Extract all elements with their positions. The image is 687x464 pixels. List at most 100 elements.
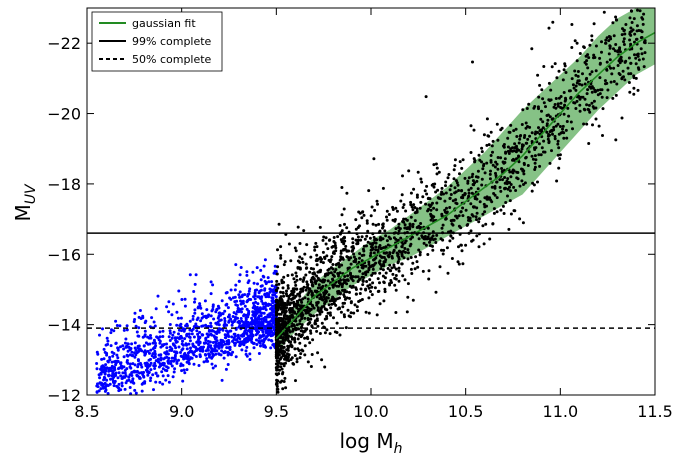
black-data-point bbox=[522, 169, 526, 173]
blue-data-point bbox=[255, 343, 259, 346]
black-data-point bbox=[323, 331, 327, 335]
blue-data-point bbox=[154, 307, 158, 311]
blue-data-point bbox=[112, 352, 116, 355]
black-data-point bbox=[361, 247, 365, 251]
black-data-point bbox=[432, 238, 435, 242]
black-data-point bbox=[515, 170, 519, 174]
blue-data-point bbox=[267, 338, 271, 342]
black-data-point bbox=[503, 157, 507, 161]
black-data-point bbox=[276, 286, 280, 290]
blue-data-point bbox=[122, 365, 126, 369]
black-data-point bbox=[561, 127, 564, 131]
black-data-point bbox=[600, 50, 603, 54]
black-data-point bbox=[507, 130, 511, 134]
black-data-point bbox=[295, 299, 299, 303]
black-data-point bbox=[400, 253, 404, 256]
black-data-point bbox=[642, 12, 646, 16]
black-data-point bbox=[299, 329, 303, 333]
blue-data-point bbox=[220, 378, 224, 382]
black-data-point bbox=[333, 244, 337, 247]
black-data-point bbox=[333, 270, 337, 274]
black-data-point bbox=[367, 296, 371, 300]
black-data-point bbox=[592, 22, 596, 26]
blue-data-point bbox=[227, 319, 231, 323]
blue-data-point bbox=[193, 350, 197, 354]
blue-data-point bbox=[173, 353, 177, 357]
black-data-point bbox=[630, 21, 634, 24]
black-data-point bbox=[490, 144, 494, 148]
black-data-point bbox=[616, 64, 620, 67]
black-data-point bbox=[397, 279, 401, 283]
black-data-point bbox=[376, 202, 379, 206]
black-data-point bbox=[399, 199, 403, 203]
black-data-point bbox=[331, 273, 335, 277]
black-data-point bbox=[321, 250, 325, 254]
blue-data-point bbox=[166, 359, 170, 363]
black-data-point bbox=[283, 356, 287, 360]
black-data-point bbox=[513, 209, 517, 213]
blue-data-point bbox=[244, 340, 248, 344]
black-data-point bbox=[643, 39, 647, 43]
black-data-point bbox=[298, 322, 302, 326]
black-data-point bbox=[342, 242, 346, 246]
black-data-point bbox=[461, 206, 465, 210]
blue-data-point bbox=[154, 371, 158, 375]
black-data-point bbox=[390, 266, 394, 270]
black-data-point bbox=[351, 279, 355, 283]
blue-data-point bbox=[238, 295, 242, 299]
black-data-point bbox=[598, 56, 602, 60]
blue-data-point bbox=[223, 342, 227, 346]
black-data-point bbox=[491, 150, 494, 154]
black-data-point bbox=[467, 218, 470, 222]
black-data-point bbox=[460, 166, 464, 170]
blue-data-point bbox=[101, 384, 105, 388]
blue-data-point bbox=[111, 354, 115, 358]
black-data-point bbox=[407, 169, 411, 173]
black-data-point bbox=[629, 42, 633, 46]
blue-data-point bbox=[116, 386, 120, 389]
blue-data-point bbox=[158, 339, 162, 343]
blue-data-point bbox=[114, 371, 118, 375]
blue-data-point bbox=[192, 345, 196, 349]
black-data-point bbox=[464, 243, 468, 247]
black-data-point bbox=[467, 194, 471, 198]
black-data-point bbox=[306, 293, 310, 297]
blue-data-point bbox=[271, 301, 275, 305]
black-data-point bbox=[590, 38, 594, 42]
black-data-point bbox=[360, 275, 364, 279]
blue-data-point bbox=[272, 314, 276, 318]
blue-data-point bbox=[111, 377, 115, 381]
y-tick-label: −14 bbox=[47, 316, 81, 335]
black-data-point bbox=[346, 308, 350, 312]
blue-data-point bbox=[265, 331, 269, 335]
black-data-point bbox=[605, 96, 609, 100]
blue-data-point bbox=[166, 374, 170, 378]
blue-data-point bbox=[267, 280, 271, 284]
blue-data-point bbox=[274, 269, 278, 273]
blue-data-point bbox=[153, 324, 157, 328]
blue-data-point bbox=[259, 268, 263, 272]
black-data-point bbox=[294, 249, 298, 253]
black-data-point bbox=[347, 249, 351, 253]
black-data-point bbox=[421, 269, 425, 273]
blue-data-point bbox=[120, 377, 124, 380]
blue-data-point bbox=[170, 336, 174, 340]
black-data-point bbox=[437, 170, 441, 174]
black-data-point bbox=[554, 97, 558, 100]
black-data-point bbox=[456, 260, 460, 264]
blue-data-point bbox=[208, 355, 211, 359]
blue-data-point bbox=[188, 319, 192, 323]
blue-data-point bbox=[253, 291, 257, 295]
black-data-point bbox=[328, 299, 332, 303]
black-data-point bbox=[394, 288, 398, 292]
black-data-point bbox=[380, 255, 384, 259]
blue-data-point bbox=[182, 353, 186, 356]
blue-data-point bbox=[133, 341, 137, 345]
blue-data-point bbox=[154, 344, 158, 348]
black-data-point bbox=[296, 259, 300, 263]
black-data-point bbox=[290, 324, 294, 328]
black-data-point bbox=[566, 106, 570, 110]
black-data-point bbox=[333, 299, 337, 302]
black-data-point bbox=[411, 208, 415, 212]
